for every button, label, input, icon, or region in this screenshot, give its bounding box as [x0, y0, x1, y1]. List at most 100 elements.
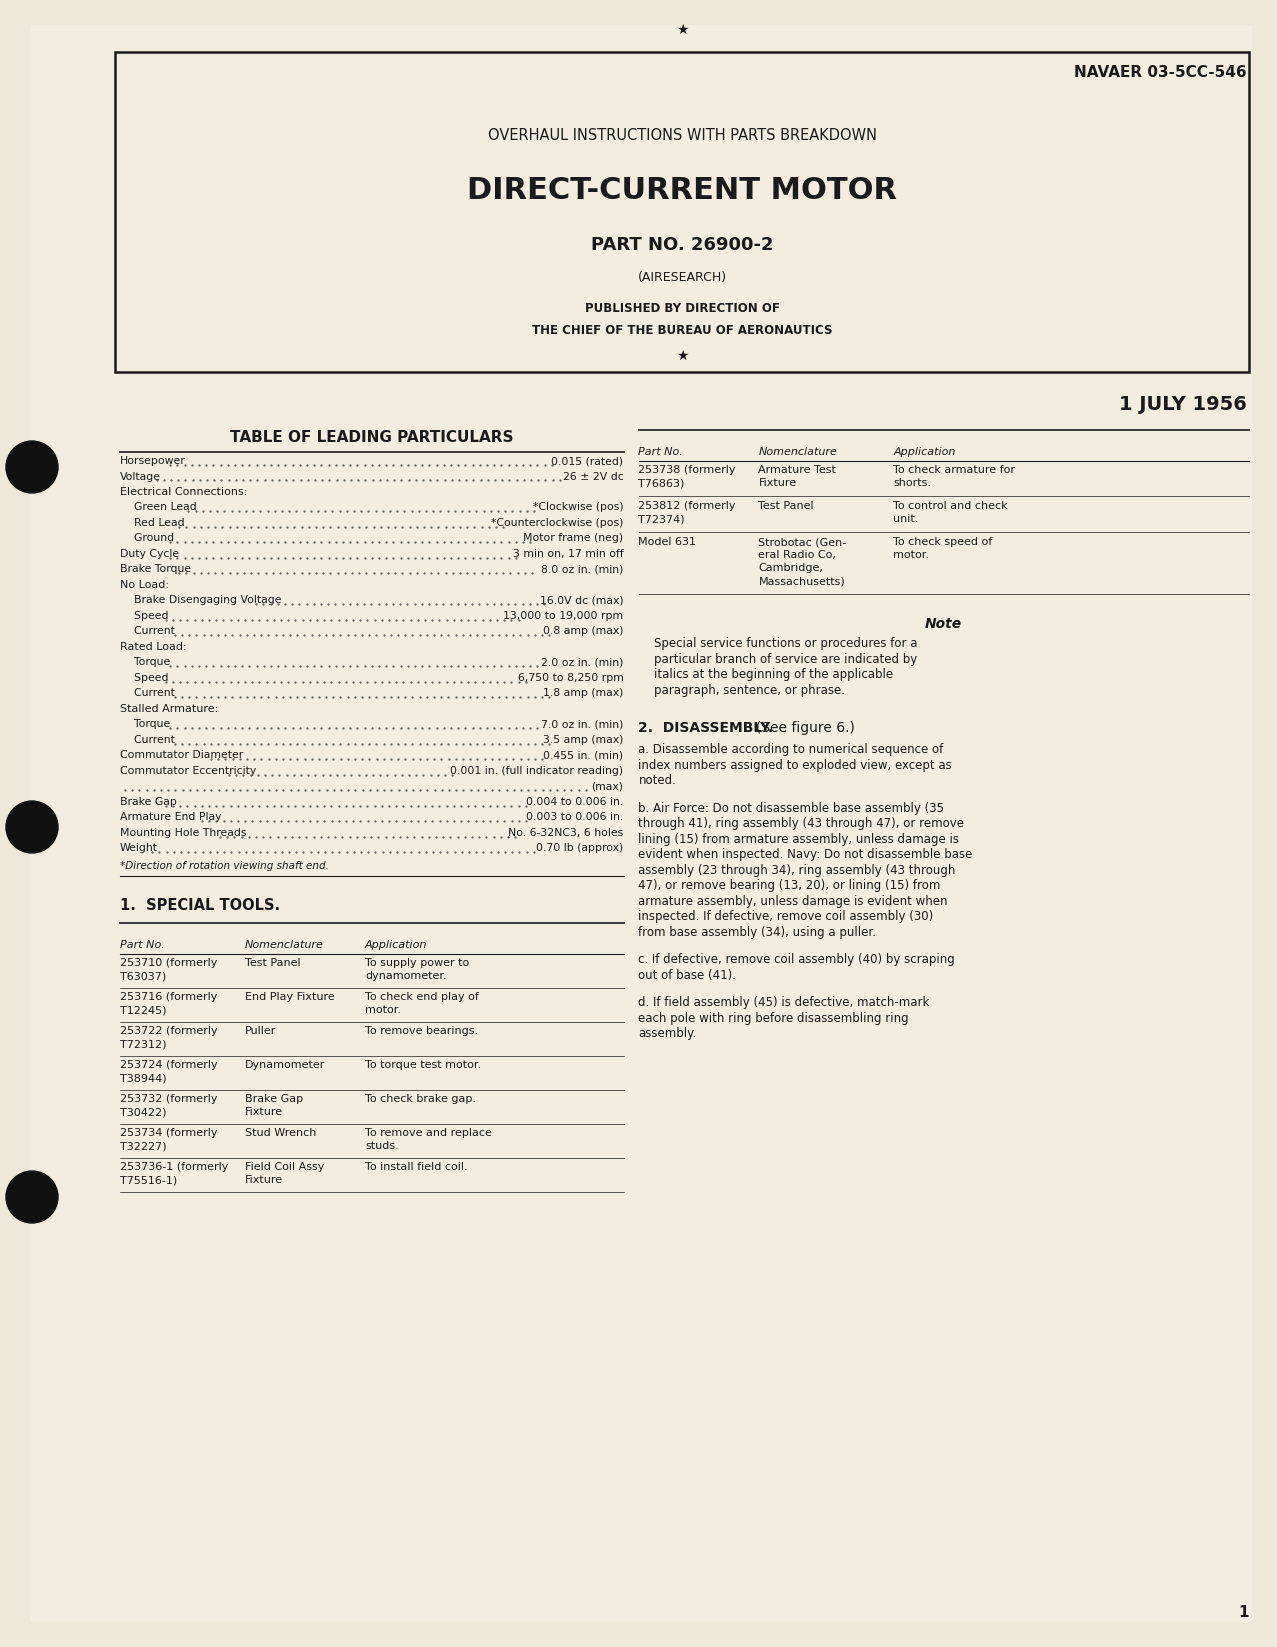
Text: ★: ★	[676, 349, 688, 362]
Text: Green Lead: Green Lead	[120, 502, 197, 512]
Text: Application: Application	[365, 940, 428, 950]
Text: Current: Current	[120, 735, 175, 744]
Text: from base assembly (34), using a puller.: from base assembly (34), using a puller.	[638, 926, 876, 939]
Text: Ground: Ground	[120, 534, 174, 544]
Text: Test Panel: Test Panel	[245, 959, 300, 968]
Text: Application: Application	[894, 446, 956, 456]
Text: 26 ± 2V dc: 26 ± 2V dc	[563, 471, 623, 481]
Text: ★: ★	[676, 23, 688, 36]
Text: Model 631: Model 631	[638, 537, 696, 547]
Text: To check end play of: To check end play of	[365, 993, 479, 1003]
Text: No. 6-32NC3, 6 holes: No. 6-32NC3, 6 holes	[508, 828, 623, 838]
Text: Duty Cycle: Duty Cycle	[120, 548, 179, 558]
Text: 0.015 (rated): 0.015 (rated)	[552, 456, 623, 466]
Text: DIRECT-CURRENT MOTOR: DIRECT-CURRENT MOTOR	[467, 176, 896, 204]
Text: *Clockwise (pos): *Clockwise (pos)	[533, 502, 623, 512]
Text: 6,750 to 8,250 rpm: 6,750 to 8,250 rpm	[517, 674, 623, 684]
Text: T72312): T72312)	[120, 1039, 166, 1049]
Text: 1 JULY 1956: 1 JULY 1956	[1119, 395, 1248, 413]
Text: (AIRESEARCH): (AIRESEARCH)	[637, 272, 727, 285]
Text: To check armature for: To check armature for	[894, 464, 1015, 474]
Text: Massachusetts): Massachusetts)	[759, 576, 845, 586]
Text: T75516-1): T75516-1)	[120, 1176, 178, 1186]
Text: 253724 (formerly: 253724 (formerly	[120, 1061, 217, 1071]
Text: To torque test motor.: To torque test motor.	[365, 1061, 481, 1071]
Text: 1: 1	[1239, 1604, 1249, 1621]
Text: Stalled Armature:: Stalled Armature:	[120, 703, 218, 715]
Text: 0.70 lb (approx): 0.70 lb (approx)	[536, 843, 623, 853]
Text: shorts.: shorts.	[894, 478, 931, 488]
Text: 47), or remove bearing (13, 20), or lining (15) from: 47), or remove bearing (13, 20), or lini…	[638, 879, 941, 893]
Text: paragraph, sentence, or phrase.: paragraph, sentence, or phrase.	[654, 684, 844, 697]
Text: Nomenclature: Nomenclature	[245, 940, 324, 950]
Text: each pole with ring before disassembling ring: each pole with ring before disassembling…	[638, 1011, 909, 1024]
Text: T72374): T72374)	[638, 514, 686, 524]
Text: 7.0 oz in. (min): 7.0 oz in. (min)	[541, 720, 623, 730]
Text: Horsepower: Horsepower	[120, 456, 185, 466]
Text: Speed: Speed	[120, 611, 169, 621]
Text: Dynamometer: Dynamometer	[245, 1061, 326, 1071]
Text: 253716 (formerly: 253716 (formerly	[120, 993, 217, 1003]
Text: assembly (23 through 34), ring assembly (43 through: assembly (23 through 34), ring assembly …	[638, 863, 956, 876]
Text: *Counterclockwise (pos): *Counterclockwise (pos)	[492, 519, 623, 529]
Text: 3.5 amp (max): 3.5 amp (max)	[543, 735, 623, 744]
Text: To check speed of: To check speed of	[894, 537, 992, 547]
Text: Commutator Eccentricity: Commutator Eccentricity	[120, 766, 257, 776]
Text: Rated Load:: Rated Load:	[120, 642, 186, 652]
Text: 253710 (formerly: 253710 (formerly	[120, 959, 217, 968]
Text: eral Radio Co,: eral Radio Co,	[759, 550, 836, 560]
Text: Brake Torque: Brake Torque	[120, 565, 192, 575]
Text: Motor frame (neg): Motor frame (neg)	[524, 534, 623, 544]
Text: inspected. If defective, remove coil assembly (30): inspected. If defective, remove coil ass…	[638, 911, 933, 922]
Text: Mounting Hole Threads: Mounting Hole Threads	[120, 828, 246, 838]
Text: particular branch of service are indicated by: particular branch of service are indicat…	[654, 652, 917, 665]
Text: 0.455 in. (min): 0.455 in. (min)	[544, 751, 623, 761]
Text: 0.8 amp (max): 0.8 amp (max)	[543, 626, 623, 636]
Text: evident when inspected. Navy: Do not disassemble base: evident when inspected. Navy: Do not dis…	[638, 848, 973, 861]
Text: Part No.: Part No.	[120, 940, 165, 950]
Text: 253722 (formerly: 253722 (formerly	[120, 1026, 217, 1036]
Text: To remove and replace: To remove and replace	[365, 1128, 492, 1138]
Text: b. Air Force: Do not disassemble base assembly (35: b. Air Force: Do not disassemble base as…	[638, 802, 945, 815]
Text: out of base (41).: out of base (41).	[638, 968, 737, 982]
Text: THE CHIEF OF THE BUREAU OF AERONAUTICS: THE CHIEF OF THE BUREAU OF AERONAUTICS	[531, 323, 833, 336]
Text: 1.8 amp (max): 1.8 amp (max)	[543, 688, 623, 698]
Circle shape	[6, 800, 57, 853]
Text: 253738 (formerly: 253738 (formerly	[638, 464, 736, 474]
Text: 0.001 in. (full indicator reading): 0.001 in. (full indicator reading)	[451, 766, 623, 776]
Text: 1.  SPECIAL TOOLS.: 1. SPECIAL TOOLS.	[120, 899, 280, 914]
Text: Puller: Puller	[245, 1026, 276, 1036]
Text: End Play Fixture: End Play Fixture	[245, 993, 335, 1003]
Text: No Load:: No Load:	[120, 580, 169, 590]
Text: To control and check: To control and check	[894, 501, 1008, 511]
Text: NAVAER 03-5CC-546: NAVAER 03-5CC-546	[1074, 64, 1248, 81]
Text: T63037): T63037)	[120, 972, 166, 982]
Text: T38944): T38944)	[120, 1074, 166, 1084]
Text: Cambridge,: Cambridge,	[759, 563, 824, 573]
Text: Field Coil Assy: Field Coil Assy	[245, 1163, 324, 1173]
Text: Note: Note	[926, 618, 963, 631]
Text: motor.: motor.	[365, 1006, 401, 1016]
Text: lining (15) from armature assembly, unless damage is: lining (15) from armature assembly, unle…	[638, 832, 959, 845]
Text: Fixture: Fixture	[245, 1107, 283, 1118]
Text: c. If defective, remove coil assembly (40) by scraping: c. If defective, remove coil assembly (4…	[638, 954, 955, 967]
Text: armature assembly, unless damage is evident when: armature assembly, unless damage is evid…	[638, 894, 948, 907]
Text: 0.003 to 0.006 in.: 0.003 to 0.006 in.	[526, 812, 623, 822]
Text: Armature End Play: Armature End Play	[120, 812, 221, 822]
Text: T76863): T76863)	[638, 478, 684, 488]
Text: To install field coil.: To install field coil.	[365, 1163, 467, 1173]
Text: 2.  DISASSEMBLY.: 2. DISASSEMBLY.	[638, 721, 774, 735]
Text: 13,000 to 19,000 rpm: 13,000 to 19,000 rpm	[503, 611, 623, 621]
Text: a. Disassemble according to numerical sequence of: a. Disassemble according to numerical se…	[638, 743, 944, 756]
Text: Stud Wrench: Stud Wrench	[245, 1128, 317, 1138]
Text: Torque: Torque	[120, 720, 170, 730]
Text: To supply power to: To supply power to	[365, 959, 469, 968]
Text: 253736-1 (formerly: 253736-1 (formerly	[120, 1163, 229, 1173]
Text: Part No.: Part No.	[638, 446, 683, 456]
Text: 2.0 oz in. (min): 2.0 oz in. (min)	[541, 657, 623, 667]
Text: Fixture: Fixture	[245, 1176, 283, 1186]
Text: Fixture: Fixture	[759, 478, 797, 488]
Text: d. If field assembly (45) is defective, match-mark: d. If field assembly (45) is defective, …	[638, 996, 930, 1010]
Text: Brake Gap: Brake Gap	[120, 797, 178, 807]
Text: Voltage: Voltage	[120, 471, 161, 481]
